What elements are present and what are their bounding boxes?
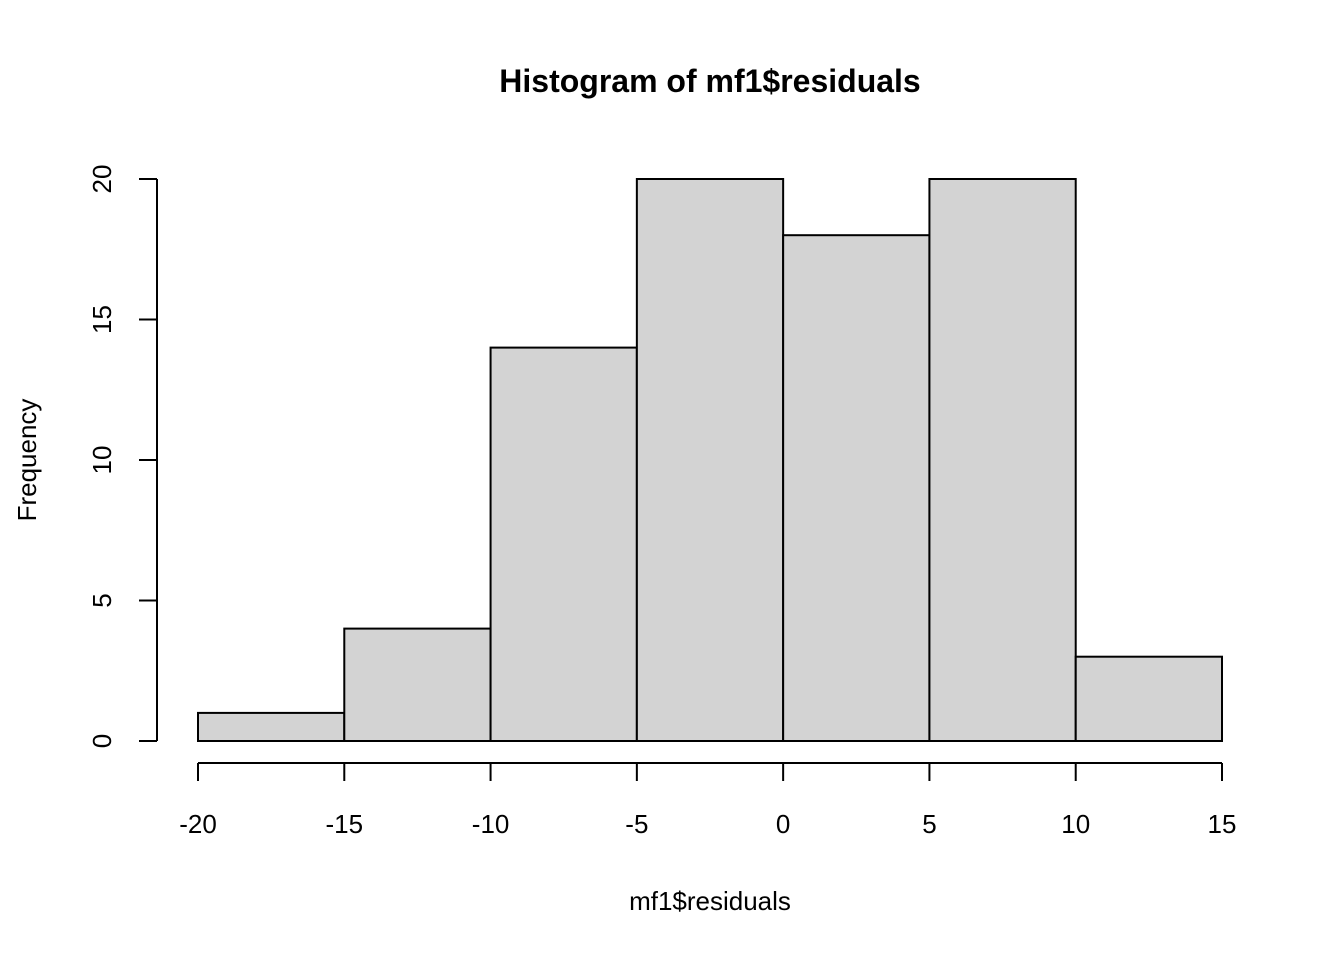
histogram-bar [782, 234, 931, 742]
y-axis: 0 5 10 15 20 [87, 165, 158, 748]
y-tick-label: 15 [87, 305, 117, 334]
histogram-bar [489, 346, 638, 742]
y-tick-label: 5 [87, 593, 117, 607]
y-tick-label: 10 [87, 446, 117, 475]
histogram-bar [197, 711, 346, 743]
y-axis-label: Frequency [12, 399, 42, 522]
x-axis: -20 -15 -10 -5 0 5 10 15 [179, 762, 1237, 839]
bars-group [197, 178, 1223, 743]
chart-title: Histogram of mf1$residuals [499, 63, 920, 99]
x-tick-label: 5 [922, 809, 936, 839]
x-axis-label: mf1$residuals [629, 886, 791, 916]
y-tick-label: 0 [87, 734, 117, 748]
x-tick-label: -20 [179, 809, 217, 839]
histogram-bar [928, 178, 1077, 742]
x-tick-label: -15 [325, 809, 363, 839]
x-tick-label: 0 [776, 809, 790, 839]
x-tick-label: -5 [625, 809, 648, 839]
histogram-bar [1074, 655, 1223, 743]
x-tick-label: 10 [1061, 809, 1090, 839]
x-tick-label: 15 [1208, 809, 1237, 839]
histogram-bar [635, 178, 785, 742]
histogram-bar [343, 627, 492, 742]
y-tick-label: 20 [87, 165, 117, 194]
x-tick-label: -10 [472, 809, 510, 839]
